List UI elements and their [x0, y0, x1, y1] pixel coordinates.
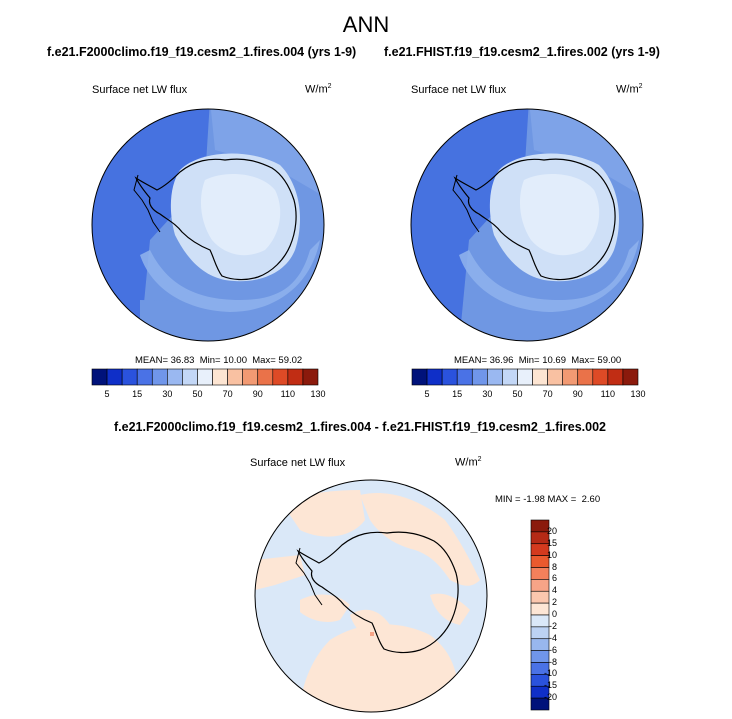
colorbar-swatch [302, 368, 319, 386]
colorbar-tick-label: 4 [551, 585, 557, 596]
colorbar-tick-label: 90 [572, 389, 583, 399]
panel-2-coastline [453, 158, 616, 281]
colorbar-swatch [212, 368, 228, 386]
colorbar-swatch [151, 368, 168, 386]
colorbar-tick-label: 0 [551, 609, 557, 619]
panel-1-units: W/m2 [305, 83, 332, 96]
colorbar-tick-label: 130 [310, 389, 326, 399]
difference-min-max: MIN = -1.98 MAX = 2.60 [495, 494, 601, 505]
colorbar-swatch [607, 368, 624, 386]
colorbar-swatch [502, 368, 518, 386]
colorbar-swatch [456, 368, 473, 386]
panel-1-colorbar-ticks: 5 15 30 50 70 90 110 130 [92, 389, 326, 403]
colorbar-swatch [577, 368, 594, 386]
colorbar-tick-label: 90 [252, 389, 263, 399]
colorbar-tick-label: 50 [512, 389, 523, 399]
panel-2-colorbar [411, 368, 639, 386]
colorbar-swatch [197, 368, 213, 386]
colorbar-swatch [547, 368, 563, 386]
panel-2-stats: MEAN= 36.96 Min= 10.69 Max= 59.00 [454, 355, 622, 366]
panel-2-case-title: f.e21.FHIST.f19_f19.cesm2_1.fires.002 (y… [384, 45, 660, 59]
colorbar-tick-label: 30 [482, 389, 493, 399]
difference-title: f.e21.F2000climo.f19_f19.cesm2_1.fires.0… [114, 420, 606, 434]
panel-1-stats: MEAN= 36.83 Min= 10.00 Max= 59.02 [135, 355, 303, 366]
panel-1-coastline [134, 158, 297, 281]
difference-coastline [296, 531, 459, 654]
colorbar-swatch [517, 368, 533, 386]
colorbar-tick-label: 70 [542, 389, 553, 399]
panel-1-variable-label: Surface net LW flux [92, 84, 188, 96]
panel-2-units: W/m2 [616, 83, 643, 96]
panel-2-variable-label: Surface net LW flux [411, 84, 507, 96]
colorbar-swatch [182, 368, 198, 386]
main-title: ANN [342, 12, 390, 37]
colorbar-swatch [106, 368, 123, 386]
colorbar-tick-label: 50 [192, 389, 203, 399]
colorbar-tick-label: 5 [424, 389, 430, 399]
difference-variable-label: Surface net LW flux [250, 457, 346, 469]
colorbar-tick-label: 15 [546, 537, 557, 548]
colorbar-swatch [530, 697, 550, 711]
colorbar-tick-label: 110 [280, 389, 296, 399]
colorbar-swatch [441, 368, 458, 386]
colorbar-swatch [91, 368, 108, 386]
difference-units: W/m2 [455, 456, 482, 469]
colorbar-tick-label: 130 [630, 389, 646, 399]
colorbar-swatch [471, 368, 488, 386]
colorbar-tick-label: -2 [548, 620, 557, 631]
panel-1-case-title: f.e21.F2000climo.f19_f19.cesm2_1.fires.0… [47, 45, 357, 59]
difference-colorbar [530, 519, 550, 711]
panel-2-colorbar-ticks: 5 15 30 50 70 90 110 130 [412, 389, 646, 403]
difference-colorbar-ticks: 20 15 10 8 6 4 2 0 -2 -4 -6 -8 -10 -15 -20 [525, 520, 585, 710]
colorbar-tick-label: 30 [162, 389, 173, 399]
colorbar-swatch [487, 368, 503, 386]
colorbar-swatch [562, 368, 579, 386]
colorbar-swatch [136, 368, 153, 386]
colorbar-tick-label: -6 [548, 644, 557, 655]
colorbar-tick-label: -20 [543, 692, 557, 703]
colorbar-tick-label: 110 [600, 389, 616, 399]
colorbar-swatch [121, 368, 138, 386]
colorbar-swatch [287, 368, 304, 386]
colorbar-tick-label: 6 [551, 573, 557, 584]
colorbar-tick-label: -10 [543, 668, 557, 679]
colorbar-tick-label: 2 [551, 597, 557, 608]
colorbar-swatch [257, 368, 274, 386]
colorbar-tick-label: 10 [546, 549, 557, 560]
colorbar-tick-label: 70 [222, 389, 233, 399]
colorbar-swatch [167, 368, 183, 386]
colorbar-swatch [411, 368, 428, 386]
colorbar-swatch [242, 368, 259, 386]
colorbar-tick-label: 20 [546, 525, 557, 536]
colorbar-tick-label: 5 [104, 389, 110, 399]
colorbar-tick-label: 8 [551, 561, 557, 572]
colorbar-swatch [622, 368, 639, 386]
colorbar-swatch [227, 368, 243, 386]
colorbar-swatch [532, 368, 548, 386]
colorbar-tick-label: 15 [452, 389, 463, 399]
colorbar-swatch [272, 368, 289, 386]
colorbar-swatch [592, 368, 609, 386]
colorbar-tick-label: -4 [548, 632, 557, 643]
colorbar-tick-label: -15 [543, 680, 557, 691]
panel-1-colorbar [91, 368, 319, 386]
colorbar-tick-label: 15 [132, 389, 143, 399]
colorbar-tick-label: -8 [548, 656, 557, 667]
colorbar-swatch [426, 368, 443, 386]
